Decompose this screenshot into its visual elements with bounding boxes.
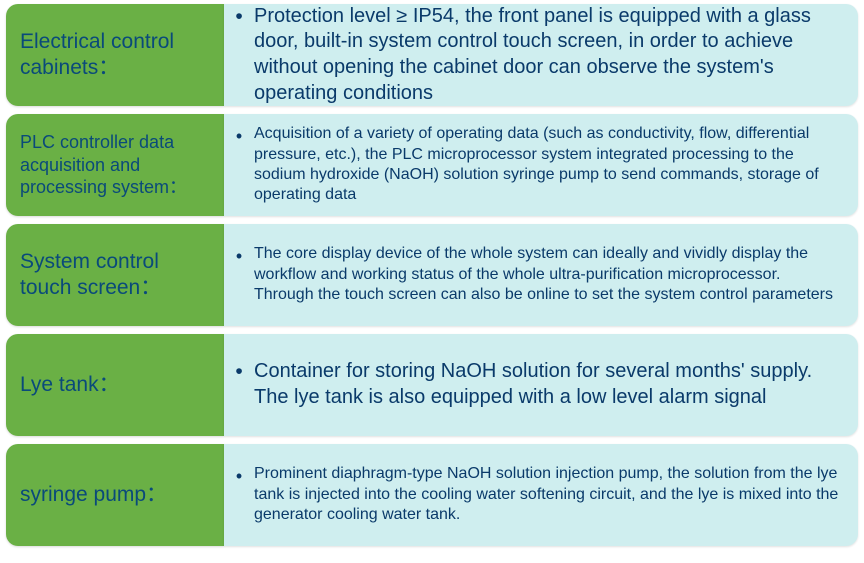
info-row: syringe pump： • Prominent diaphragm-type… <box>6 444 858 546</box>
bullet-icon: • <box>224 359 254 385</box>
row-label-text: syringe pump： <box>20 482 167 508</box>
row-desc-inner: • Acquisition of a variety of operating … <box>224 124 840 206</box>
row-desc-inner: • The core display device of the whole s… <box>224 244 840 305</box>
row-label-text: Electrical control cabinets： <box>20 29 212 82</box>
row-label: Lye tank： <box>6 334 224 436</box>
info-row: Lye tank： • Container for storing NaOH s… <box>6 334 858 436</box>
row-label-text: Lye tank： <box>20 372 120 398</box>
row-desc-text: Container for storing NaOH solution for … <box>254 359 840 410</box>
row-desc: • Prominent diaphragm-type NaOH solution… <box>224 444 858 546</box>
row-desc-text: Protection level ≥ IP54, the front panel… <box>254 4 840 106</box>
row-desc-text: The core display device of the whole sys… <box>254 244 840 305</box>
row-desc-text: Acquisition of a variety of operating da… <box>254 124 840 206</box>
row-desc-inner: • Protection level ≥ IP54, the front pan… <box>224 4 840 106</box>
row-desc-inner: • Prominent diaphragm-type NaOH solution… <box>224 464 840 525</box>
row-label: System control touch screen： <box>6 224 224 326</box>
row-desc: • Protection level ≥ IP54, the front pan… <box>224 4 858 106</box>
row-desc: • The core display device of the whole s… <box>224 224 858 326</box>
bullet-icon: • <box>224 124 254 148</box>
bullet-icon: • <box>224 464 254 488</box>
info-row: System control touch screen： • The core … <box>6 224 858 326</box>
info-rows: Electrical control cabinets： • Protectio… <box>0 0 864 550</box>
row-label: Electrical control cabinets： <box>6 4 224 106</box>
row-label: syringe pump： <box>6 444 224 546</box>
bullet-icon: • <box>224 4 254 30</box>
row-desc: • Acquisition of a variety of operating … <box>224 114 858 216</box>
row-label: PLC controller data acquisition and proc… <box>6 114 224 216</box>
info-row: Electrical control cabinets： • Protectio… <box>6 4 858 106</box>
bullet-icon: • <box>224 244 254 268</box>
row-desc: • Container for storing NaOH solution fo… <box>224 334 858 436</box>
row-desc-text: Prominent diaphragm-type NaOH solution i… <box>254 464 840 525</box>
info-row: PLC controller data acquisition and proc… <box>6 114 858 216</box>
row-label-text: PLC controller data acquisition and proc… <box>20 131 212 199</box>
row-label-text: System control touch screen： <box>20 249 212 302</box>
row-desc-inner: • Container for storing NaOH solution fo… <box>224 359 840 410</box>
